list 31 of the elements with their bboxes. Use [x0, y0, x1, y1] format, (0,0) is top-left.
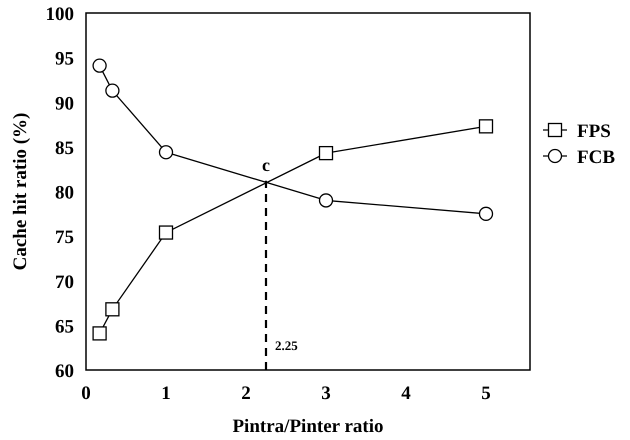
y-tick-label: 85	[55, 138, 74, 159]
point	[478, 119, 494, 134]
point	[318, 146, 334, 160]
point	[318, 193, 334, 208]
annotation: c	[262, 154, 270, 175]
x-tick-label: 2	[241, 383, 251, 404]
point	[105, 84, 120, 98]
x-axis-title: Pintra/Pinter ratio	[232, 416, 384, 437]
point	[478, 206, 494, 221]
y-tick-label: 95	[55, 48, 74, 70]
x-tick-label: 0	[81, 383, 91, 404]
point	[92, 58, 107, 73]
point	[158, 145, 174, 160]
y-tick-label: 60	[55, 361, 74, 382]
point	[158, 225, 174, 240]
x-tick-label: 3	[321, 383, 331, 404]
y-tick-label: 80	[55, 182, 74, 204]
legend-label: FPS	[577, 121, 611, 142]
ref-line-label: 2.25	[275, 338, 298, 353]
point	[92, 326, 107, 341]
y-tick-label: 90	[55, 93, 74, 114]
legend-label: FCB	[577, 147, 616, 168]
x-tick-label: 1	[161, 383, 171, 404]
x-tick-label: 5	[481, 383, 491, 404]
point	[105, 302, 120, 316]
y-axis-title: Cache hit ratio (%)	[10, 112, 31, 270]
x-tick-label: 4	[401, 383, 412, 404]
y-tick-label: 70	[55, 272, 74, 293]
y-tick-label: 65	[55, 316, 74, 338]
y-tick-label: 100	[46, 4, 74, 25]
y-tick-label: 75	[55, 227, 74, 248]
